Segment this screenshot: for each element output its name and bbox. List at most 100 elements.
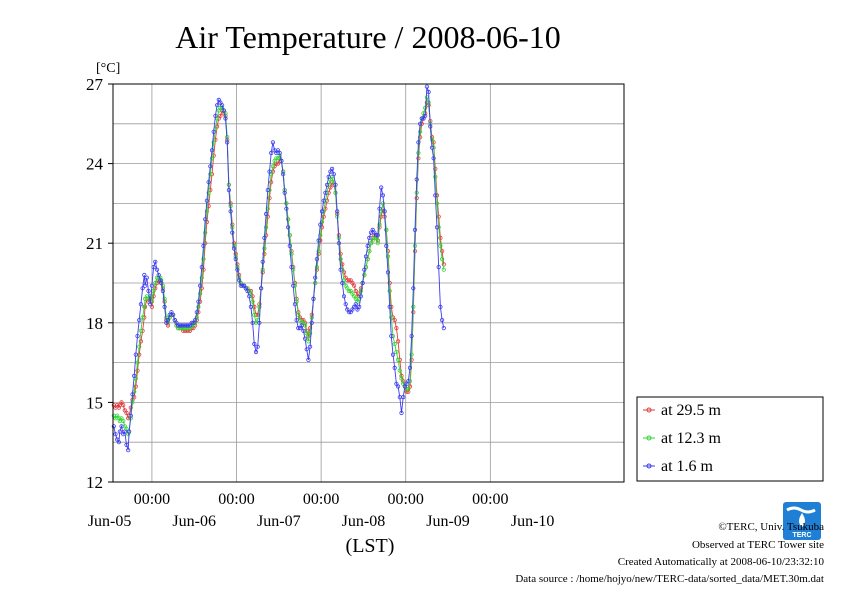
data-point (257, 304, 262, 309)
data-point (389, 315, 394, 320)
data-point (416, 140, 421, 145)
data-point (302, 336, 308, 341)
terc-logo: TERC (783, 502, 821, 540)
data-point (250, 299, 255, 304)
data-point (338, 267, 343, 272)
data-point (390, 352, 396, 357)
data-point (439, 249, 445, 254)
data-point (436, 214, 441, 219)
data-point (429, 137, 435, 142)
data-point (247, 294, 252, 299)
data-point (358, 294, 363, 299)
data-point (417, 121, 423, 126)
data-point (362, 272, 367, 278)
series-2 (111, 84, 446, 453)
data-point (409, 352, 414, 357)
data-point (269, 150, 274, 156)
plot-frame (112, 83, 625, 483)
data-point (211, 129, 216, 134)
data-point (375, 241, 380, 246)
y-tick-label: 24 (86, 155, 104, 174)
data-point (245, 288, 250, 294)
data-point (439, 256, 445, 262)
data-point (365, 243, 370, 248)
data-point (199, 275, 204, 280)
data-point (296, 312, 301, 317)
data-point (275, 161, 281, 166)
data-point (313, 275, 318, 280)
data-point (146, 288, 151, 294)
data-point (126, 432, 131, 437)
data-point (299, 323, 304, 328)
chart-title: Air Temperature / 2008-06-10 (175, 19, 561, 55)
grid-lines (113, 83, 624, 483)
series-line (113, 86, 445, 451)
data-point (379, 185, 384, 190)
data-point (143, 283, 148, 288)
data-point (362, 267, 367, 272)
x-tick-time-label: 00:00 (218, 491, 254, 508)
data-point (431, 156, 436, 161)
data-point (296, 325, 301, 331)
data-point (314, 264, 319, 270)
data-point (127, 429, 132, 434)
data-point (395, 339, 401, 344)
data-point (380, 201, 385, 206)
data-point (434, 225, 440, 230)
data-point (280, 172, 286, 177)
data-point (140, 315, 145, 320)
data-point (373, 233, 379, 238)
data-point (221, 108, 226, 113)
data-point (208, 164, 213, 169)
logo-wave-icon (786, 506, 816, 514)
data-point (346, 310, 352, 315)
data-point (353, 288, 358, 294)
data-point (395, 357, 401, 362)
data-point (343, 302, 348, 307)
data-point (407, 365, 413, 370)
x-tick-time-label: 00:00 (472, 491, 508, 508)
series-layer (111, 84, 446, 453)
data-point (153, 259, 158, 264)
data-point (137, 317, 142, 323)
data-point (148, 302, 153, 307)
data-point (159, 280, 164, 286)
data-point (255, 344, 260, 349)
data-point (206, 190, 211, 195)
y-tick-label: 12 (86, 473, 103, 492)
data-point (162, 304, 167, 309)
data-point (253, 349, 259, 355)
footer-observed: Observed at TERC Tower site (691, 539, 824, 551)
data-point (198, 283, 203, 288)
data-point (299, 320, 304, 325)
data-point (282, 190, 287, 195)
data-point (204, 198, 209, 203)
x-date-label: Jun-07 (257, 513, 301, 530)
data-point (318, 233, 323, 238)
data-point (116, 416, 122, 421)
data-point (269, 180, 274, 185)
data-point (138, 328, 143, 333)
x-axis-label: (LST) (346, 535, 395, 557)
data-point (274, 156, 279, 161)
data-point (196, 304, 201, 309)
data-point (142, 272, 147, 278)
x-date-label: Jun-09 (426, 513, 470, 530)
data-point (260, 259, 265, 264)
data-point (223, 116, 228, 121)
data-point (284, 206, 289, 211)
data-point (353, 302, 358, 307)
data-point (160, 288, 165, 294)
data-point (158, 278, 163, 283)
data-point (392, 365, 397, 370)
data-point (346, 288, 352, 294)
data-point (263, 225, 269, 230)
legend: at 29.5 m at 12.3 m at 1.6 m (636, 396, 824, 482)
data-point (218, 113, 223, 118)
data-point (267, 196, 272, 201)
data-point (399, 410, 404, 416)
data-point (194, 310, 199, 315)
data-point (441, 325, 446, 331)
data-point (231, 246, 237, 251)
data-point (399, 376, 404, 381)
